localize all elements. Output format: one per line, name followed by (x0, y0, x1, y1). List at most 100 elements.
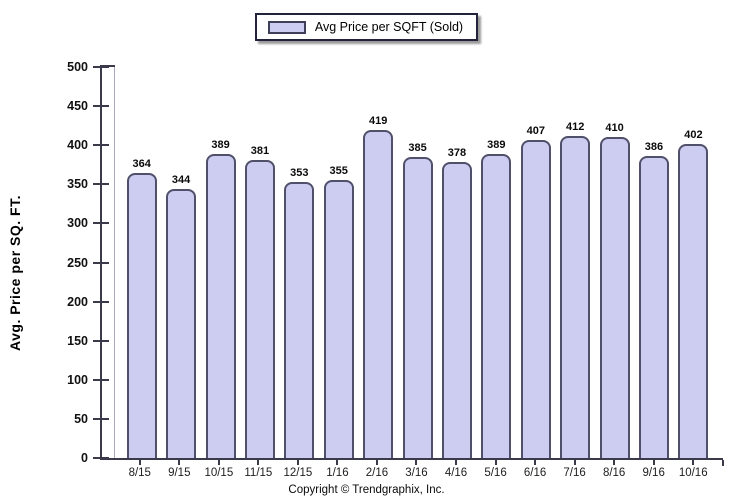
bar-column: 353 (280, 167, 319, 458)
x-tick-mark (415, 460, 418, 465)
bar-value-label: 389 (211, 138, 230, 151)
x-tick-label: 9/15 (168, 467, 191, 479)
bar-column: 407 (516, 125, 555, 458)
y-tick-label: 500 (67, 60, 88, 74)
bar-column: 386 (634, 141, 673, 458)
bar-column: 410 (595, 122, 634, 458)
bar-value-label: 412 (565, 120, 585, 133)
y-tick-label: 350 (67, 177, 88, 192)
x-tick-label: 9/16 (642, 467, 665, 479)
bar-value-label: 407 (526, 124, 545, 137)
y-tick-mark (93, 222, 109, 225)
bar-value-label: 385 (408, 141, 427, 154)
y-tick-mark (93, 183, 109, 186)
y-tick-mark (93, 144, 109, 147)
x-tick-label: 1/16 (326, 467, 349, 479)
y-tick-label: 300 (67, 216, 88, 231)
bar-column: 385 (398, 142, 437, 458)
y-tick-mark (93, 457, 109, 459)
x-axis-cell: 4/16 (436, 460, 476, 479)
bar-12/15 (284, 181, 315, 458)
x-axis-end-tick (722, 460, 724, 466)
legend-container: Avg Price per SQFT (Sold) (0, 0, 733, 41)
y-tick-mark (93, 378, 109, 381)
bar-value-label: 381 (250, 145, 270, 158)
x-tick-label: 5/16 (484, 467, 507, 479)
x-tick-mark (336, 460, 339, 465)
bar-9/16 (638, 156, 669, 458)
x-tick-label: 6/16 (523, 467, 547, 479)
bar-value-label: 410 (605, 122, 624, 135)
bar-value-label: 389 (487, 138, 506, 151)
y-axis-side-line (114, 67, 115, 458)
bar-3/16 (402, 156, 433, 458)
x-axis-cell: 3/16 (397, 460, 437, 479)
x-tick-label: 2/16 (365, 467, 389, 479)
bar-11/15 (244, 160, 275, 458)
legend-label: Avg Price per SQFT (Sold) (314, 20, 464, 34)
footer: Copyright © Trendgraphix, Inc. (0, 480, 733, 498)
bar-value-label: 355 (329, 165, 348, 178)
x-axis-cell: 12/15 (278, 460, 318, 479)
x-tick-mark (178, 460, 181, 465)
y-tick-label: 100 (67, 372, 88, 387)
y-tick-mark (93, 105, 109, 108)
x-tick-label: 3/16 (405, 467, 428, 479)
legend-swatch-avg-price (267, 20, 306, 34)
bars-row: 364 344 389 381 353 355 419 385 378 389 407 412 410 3… (102, 67, 723, 458)
bar-7/16 (560, 135, 591, 458)
x-tick-mark (375, 460, 378, 465)
bar-value-label: 353 (290, 166, 309, 179)
y-tick-mark (93, 339, 109, 342)
x-tick-mark (652, 460, 655, 465)
bar-column: 412 (555, 121, 594, 458)
x-tick-label: 8/16 (602, 467, 626, 479)
x-tick-label: 7/16 (563, 467, 586, 479)
bar-column: 381 (240, 145, 279, 458)
bar-column: 389 (477, 139, 516, 458)
x-tick-label: 10/15 (204, 467, 234, 479)
bar-value-label: 364 (132, 158, 151, 171)
bar-9/15 (166, 189, 197, 458)
bar-column: 389 (201, 139, 240, 458)
x-tick-mark (257, 460, 260, 465)
x-tick-mark (138, 460, 141, 465)
bar-value-label: 378 (447, 147, 467, 160)
bar-6/16 (520, 139, 551, 458)
bar-5/16 (481, 153, 512, 458)
bar-chart: Avg. Price per SQ. FT. 364 344 389 381 353 35… (7, 60, 724, 479)
bar-8/15 (126, 173, 157, 458)
bar-column: 355 (319, 165, 358, 458)
x-tick-mark (217, 460, 220, 465)
x-axis-cell: 1/16 (318, 460, 358, 479)
y-tick-mark (93, 417, 109, 420)
x-axis-cell: 7/16 (555, 460, 595, 479)
legend-box: Avg Price per SQFT (Sold) (254, 13, 479, 41)
y-tick-label: 0 (81, 451, 88, 465)
y-tick-mark (93, 66, 109, 68)
x-axis-cell: 10/16 (673, 460, 713, 479)
bar-column: 378 (437, 147, 476, 458)
x-axis-cell: 6/16 (515, 460, 555, 479)
x-axis-cell: 8/15 (120, 460, 160, 479)
x-axis-cell: 5/16 (476, 460, 516, 479)
bar-2/16 (363, 130, 394, 458)
bar-value-label: 402 (684, 128, 703, 141)
bar-10/16 (678, 143, 709, 458)
y-axis-title: Avg. Price per SQ. FT. (7, 67, 23, 479)
plot-area: 364 344 389 381 353 355 419 385 378 389 407 412 410 3… (67, 60, 724, 466)
bar-column: 419 (358, 115, 397, 458)
x-axis-cell: 11/15 (239, 460, 279, 479)
x-tick-mark (573, 460, 576, 465)
bar-value-label: 344 (171, 174, 191, 186)
x-tick-mark (494, 460, 497, 465)
bar-4/16 (441, 162, 472, 458)
x-tick-mark (455, 460, 458, 465)
x-axis-cell: 9/16 (634, 460, 674, 479)
x-tick-mark (613, 460, 616, 465)
x-axis-cell: 8/16 (594, 460, 634, 479)
x-axis-cell: 2/16 (357, 460, 397, 479)
y-tick-label: 200 (67, 294, 88, 309)
y-tick-label: 250 (67, 255, 88, 270)
